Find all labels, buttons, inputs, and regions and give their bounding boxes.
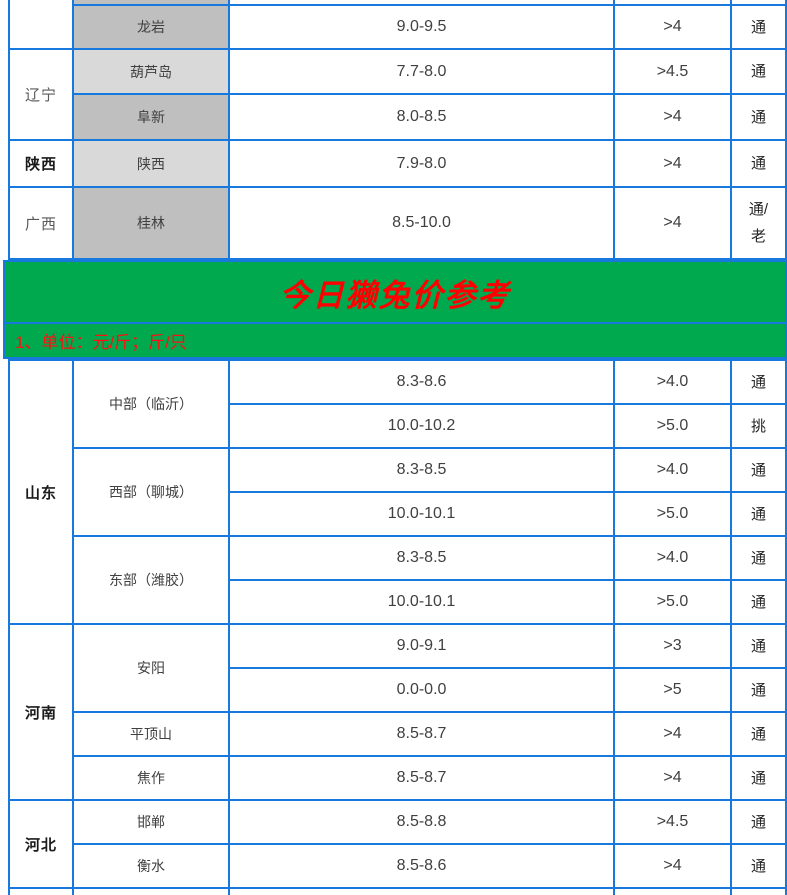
weight-cell: >4.5 [613, 799, 732, 845]
grade-line: 通/ [748, 201, 769, 218]
weight-cell: >4 [613, 186, 732, 260]
weight-cell: >4 [613, 93, 732, 141]
price-cell: 8.5-8.7 [228, 755, 615, 801]
city-cell: 桂林 [72, 186, 230, 260]
city-cell: 邯郸 [72, 799, 230, 845]
weight-cell: >5.0 [613, 403, 732, 449]
grade-cell: 挑 [730, 403, 787, 449]
banner-subtitle-row: 1、单位：元/斤；斤/只 [5, 324, 785, 359]
price-cell: 9.0-9.1 [228, 623, 615, 669]
price-cell: 8.5-8.8 [228, 799, 615, 845]
section-banner: 今日獭兔价参考 1、单位：元/斤；斤/只 [3, 260, 787, 359]
grade-cell-cutoff [730, 0, 787, 6]
price-cell: 8.5-8.7 [228, 711, 615, 757]
grade-cell: 通 [730, 93, 787, 141]
city-cell: 陕西 [72, 139, 230, 188]
province-cell: 广西 [8, 186, 74, 260]
grade-line: 老 [750, 228, 766, 245]
weight-cell: >4.0 [613, 535, 732, 581]
grade-cell: 通 [730, 579, 787, 625]
grade-cell: 通/ 老 [730, 186, 787, 260]
province-cell [8, 0, 74, 50]
city-cell: 东部（潍胶） [72, 535, 230, 625]
price-cell: 8.5-8.6 [228, 843, 615, 889]
weight-cell-cutoff [613, 887, 732, 895]
city-cell-cutoff [72, 0, 230, 6]
grade-cell: 通 [730, 447, 787, 493]
price-cell: 8.5-10.0 [228, 186, 615, 260]
province-cell-cutoff [8, 887, 74, 895]
city-cell-cutoff [72, 887, 230, 895]
weight-cell: >3 [613, 623, 732, 669]
weight-cell: >5 [613, 667, 732, 713]
price-cell: 8.3-8.5 [228, 535, 615, 581]
grade-cell: 通 [730, 535, 787, 581]
city-cell: 中部（临沂） [72, 359, 230, 449]
province-cell: 山东 [8, 359, 74, 625]
price-cell-cutoff [228, 0, 615, 6]
weight-cell: >5.0 [613, 491, 732, 537]
price-cell: 10.0-10.1 [228, 579, 615, 625]
city-cell: 阜新 [72, 93, 230, 141]
weight-cell-cutoff [613, 0, 732, 6]
province-cell: 辽宁 [8, 48, 74, 141]
price-cell: 7.7-8.0 [228, 48, 615, 95]
price-cell: 8.3-8.5 [228, 447, 615, 493]
province-cell: 河北 [8, 799, 74, 889]
grade-cell: 通 [730, 843, 787, 889]
grade-cell: 通 [730, 491, 787, 537]
grade-cell: 通 [730, 623, 787, 669]
city-cell: 葫芦岛 [72, 48, 230, 95]
grade-cell: 通 [730, 4, 787, 50]
price-cell: 10.0-10.2 [228, 403, 615, 449]
city-cell: 龙岩 [72, 4, 230, 50]
city-cell: 衡水 [72, 843, 230, 889]
city-cell: 焦作 [72, 755, 230, 801]
price-cell: 7.9-8.0 [228, 139, 615, 188]
weight-cell: >4 [613, 139, 732, 188]
page-title: 今日獭兔价参考 [279, 277, 511, 313]
city-cell: 平顶山 [72, 711, 230, 757]
grade-cell: 通 [730, 139, 787, 188]
grade-cell: 通 [730, 667, 787, 713]
lower-price-table: 山东 中部（临沂） 8.3-8.6 >4.0 通 10.0-10.2 >5.0 … [8, 359, 787, 895]
grade-cell: 通 [730, 359, 787, 405]
weight-cell: >4 [613, 843, 732, 889]
price-cell: 10.0-10.1 [228, 491, 615, 537]
price-cell-cutoff [228, 887, 615, 895]
price-cell: 9.0-9.5 [228, 4, 615, 50]
grade-cell-cutoff [730, 887, 787, 895]
grade-cell: 通 [730, 755, 787, 801]
weight-cell: >4.5 [613, 48, 732, 95]
weight-cell: >4.0 [613, 447, 732, 493]
province-cell: 河南 [8, 623, 74, 801]
weight-cell: >4 [613, 755, 732, 801]
price-cell: 8.0-8.5 [228, 93, 615, 141]
banner-title-row: 今日獭兔价参考 [5, 260, 785, 324]
province-cell: 陕西 [8, 139, 74, 188]
grade-cell: 通 [730, 711, 787, 757]
city-cell: 安阳 [72, 623, 230, 713]
weight-cell: >4 [613, 711, 732, 757]
city-cell: 西部（聊城） [72, 447, 230, 537]
price-cell: 0.0-0.0 [228, 667, 615, 713]
weight-cell: >5.0 [613, 579, 732, 625]
grade-cell: 通 [730, 48, 787, 95]
upper-price-table: 龙岩 9.0-9.5 >4 通 辽宁 葫芦岛 7.7-8.0 >4.5 通 阜新… [8, 0, 787, 260]
grade-cell: 通 [730, 799, 787, 845]
unit-note: 1、单位：元/斤；斤/只 [15, 333, 187, 352]
price-cell: 8.3-8.6 [228, 359, 615, 405]
weight-cell: >4 [613, 4, 732, 50]
weight-cell: >4.0 [613, 359, 732, 405]
